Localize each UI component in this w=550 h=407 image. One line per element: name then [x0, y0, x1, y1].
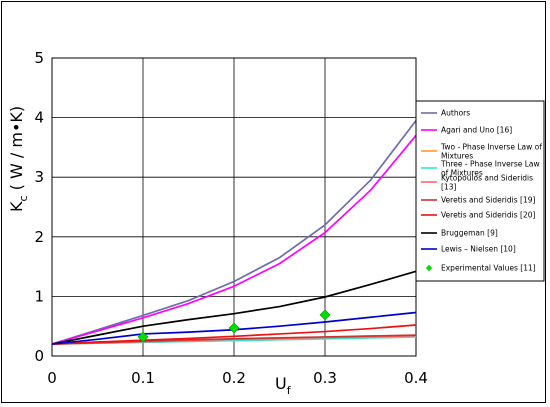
- y-axis-title-sub: c: [17, 195, 30, 201]
- legend-label-8: Lewis – Nielsen [10]: [441, 245, 516, 254]
- x-tick-label-3: 0.3: [313, 369, 337, 387]
- grid: [51, 57, 417, 357]
- y-tick-label-2: 2: [34, 228, 44, 246]
- legend-label-3: Three - Phase Inverse Law: [440, 160, 540, 169]
- experimental-point-2: [319, 309, 331, 321]
- x-axis-title-sub: f: [287, 384, 292, 397]
- experimental-markers: [137, 309, 331, 343]
- legend-label-6: Veretis and Sideridis [20]: [441, 211, 535, 220]
- legend-label-7: Bruggeman [9]: [441, 229, 498, 238]
- x-tick-labels: 0 0.1 0.2 0.3 0.4: [47, 369, 428, 387]
- legend-label-0: Authors: [441, 109, 470, 118]
- legend-swatch-9: [425, 264, 433, 272]
- legend-label-2-cont: Mixtures: [441, 152, 473, 161]
- legend-label-5: Veretis and Sideridis [19]: [441, 196, 535, 205]
- y-tick-label-1: 1: [34, 287, 44, 305]
- x-axis-title: Uf: [275, 374, 292, 397]
- legend-label-4: Kytopoulos and Sideridis: [441, 174, 533, 183]
- x-tick-label-1: 0.1: [131, 369, 155, 387]
- legend-label-4-cont: [13]: [441, 183, 456, 192]
- y-tick-label-5: 5: [34, 49, 44, 67]
- x-tick-label-0: 0: [47, 369, 57, 387]
- y-tick-label-0: 0: [34, 347, 44, 365]
- legend-label-1: Agari and Uno [16]: [441, 126, 512, 135]
- y-axis-title-units: ( W / m•K): [7, 106, 26, 196]
- legend-label-9: Experimental Values [11]: [441, 264, 536, 273]
- series-line-1: [51, 134, 417, 345]
- y-axis-title-main: K: [7, 201, 26, 212]
- series-line-7: [51, 270, 417, 345]
- y-axis-title: Kc ( W / m•K): [7, 106, 30, 212]
- series-layer: [51, 120, 417, 345]
- x-tick-label-2: 0.2: [222, 369, 246, 387]
- y-tick-label-4: 4: [34, 109, 44, 127]
- y-tick-label-3: 3: [34, 168, 44, 186]
- experimental-point-0: [137, 331, 149, 343]
- x-axis-title-main: U: [275, 374, 287, 393]
- series-line-6: [51, 324, 417, 345]
- legend-label-3-cont: of Mixtures: [441, 169, 483, 178]
- legend-label-2: Two - Phase Inverse Law of: [440, 143, 542, 152]
- x-tick-label-4: 0.4: [404, 369, 428, 387]
- experimental-point-1: [228, 322, 240, 334]
- y-tick-labels: 0 1 2 3 4 5: [34, 49, 44, 365]
- legend-box: [415, 100, 545, 282]
- series-line-0: [51, 120, 417, 345]
- legend: Authors Agari and Uno [16] Two - Phase Inv…: [415, 100, 545, 282]
